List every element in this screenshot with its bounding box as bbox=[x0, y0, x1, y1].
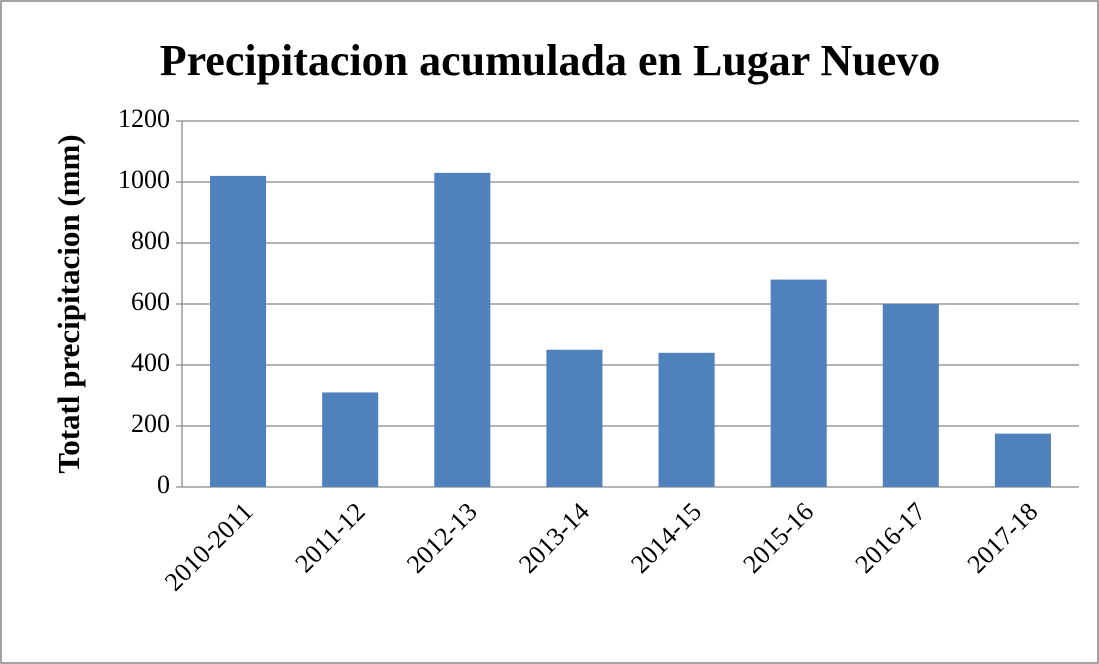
y-axis-label: Totatl precipitacion (mm) bbox=[51, 134, 86, 473]
bar bbox=[658, 352, 715, 487]
bar bbox=[770, 279, 827, 487]
y-tick-label: 0 bbox=[157, 470, 170, 499]
y-tick-label: 800 bbox=[131, 226, 170, 255]
y-tick-label: 1200 bbox=[118, 104, 170, 133]
bar bbox=[434, 172, 491, 487]
bar bbox=[882, 304, 939, 487]
y-tick-label: 1000 bbox=[118, 165, 170, 194]
bar bbox=[210, 175, 267, 487]
y-tick-label: 400 bbox=[131, 348, 170, 377]
y-tick-label: 200 bbox=[131, 409, 170, 438]
y-tick-label: 600 bbox=[131, 287, 170, 316]
bar bbox=[546, 349, 603, 487]
bar bbox=[994, 433, 1051, 487]
bar bbox=[322, 392, 379, 487]
chart-title: Precipitacion acumulada en Lugar Nuevo bbox=[160, 36, 941, 85]
